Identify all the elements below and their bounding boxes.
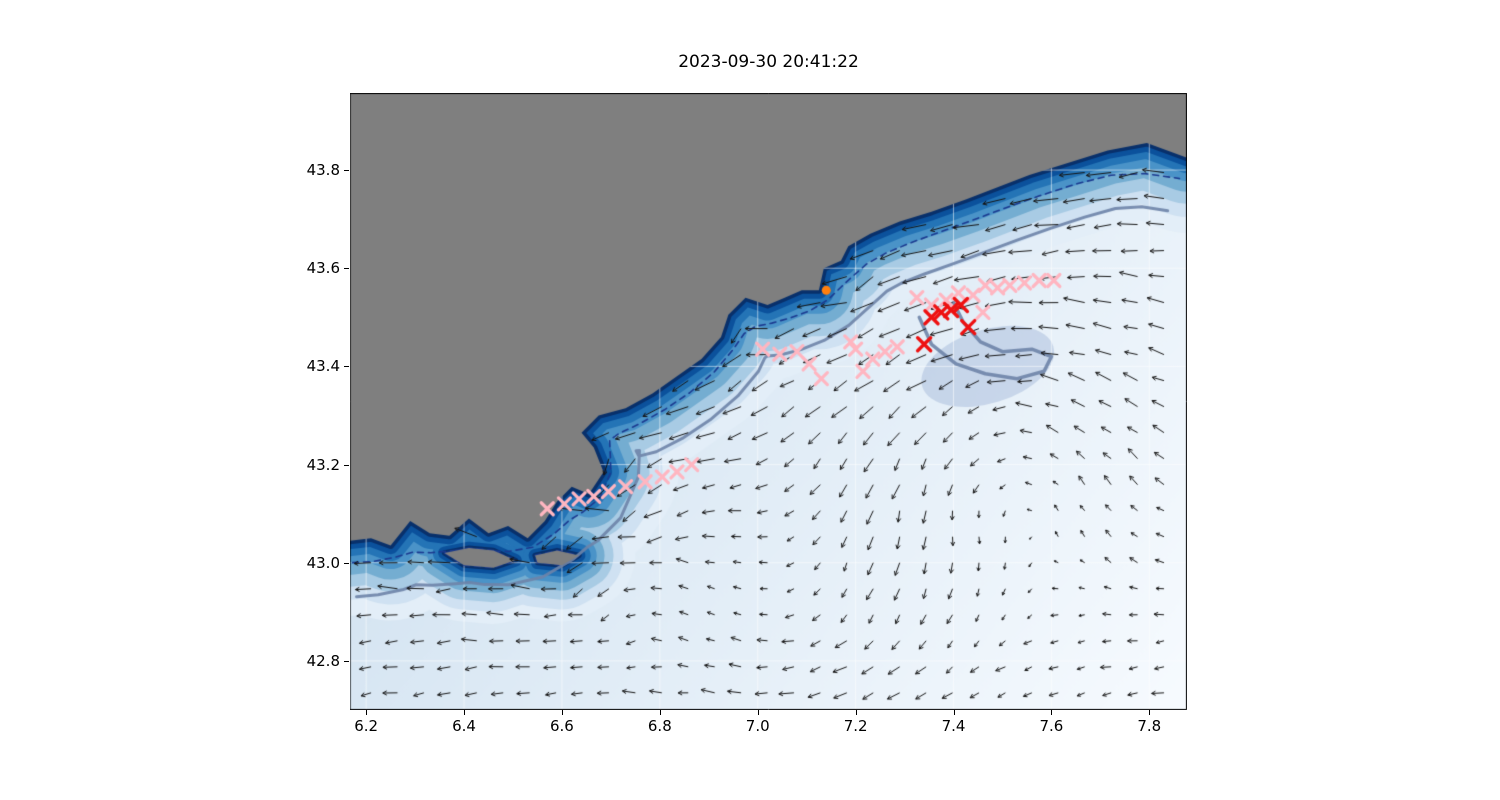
plot-title: 2023-09-30 20:41:22 (678, 52, 859, 72)
y-tick-mark (344, 366, 349, 368)
plot-area (350, 93, 1187, 710)
y-tick-label: 43.4 (306, 357, 340, 376)
x-tick-mark (855, 710, 857, 715)
y-tick-label: 43.0 (306, 553, 340, 572)
x-tick-label: 6.4 (452, 717, 476, 735)
y-tick-mark (344, 562, 349, 564)
x-tick-mark (1051, 710, 1053, 715)
x-tick-label: 7.0 (745, 717, 770, 735)
x-tick-mark (1149, 710, 1151, 715)
y-tick-mark (344, 268, 349, 270)
x-tick-label: 6.6 (550, 717, 574, 735)
x-tick-mark (757, 710, 759, 715)
y-tick-label: 42.8 (306, 651, 340, 670)
x-tick-mark (953, 710, 955, 715)
x-tick-mark (659, 710, 661, 715)
x-tick-mark (561, 710, 563, 715)
y-tick-mark (344, 464, 349, 466)
x-tick-label: 6.2 (354, 717, 379, 735)
x-tick-label: 7.6 (1039, 717, 1064, 735)
x-tick-label: 7.8 (1137, 717, 1162, 735)
y-tick-label: 43.6 (306, 259, 340, 278)
x-tick-mark (366, 710, 368, 715)
x-tick-label: 7.4 (941, 717, 966, 735)
y-tick-label: 43.2 (306, 455, 340, 474)
y-tick-mark (344, 170, 349, 172)
x-tick-label: 7.2 (843, 717, 868, 735)
map-canvas (350, 93, 1187, 710)
y-tick-mark (344, 660, 349, 662)
x-tick-mark (464, 710, 466, 715)
x-tick-label: 6.8 (647, 717, 672, 735)
y-tick-label: 43.8 (306, 161, 340, 180)
